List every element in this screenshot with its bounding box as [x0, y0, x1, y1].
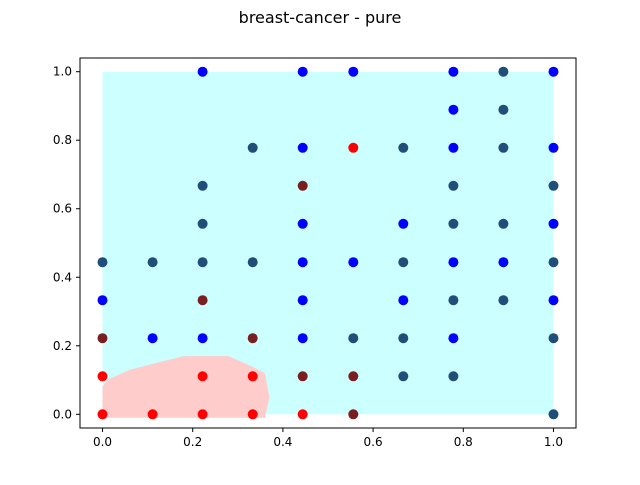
- point-s3-8: [348, 142, 359, 153]
- point-s1-21: [548, 218, 559, 229]
- point-s0-18: [498, 142, 509, 153]
- chart-title: breast-cancer - pure: [238, 8, 402, 27]
- point-s1-15: [448, 257, 459, 268]
- point-s2-0: [97, 333, 108, 344]
- point-s0-3: [247, 257, 258, 268]
- point-s0-2: [197, 257, 208, 268]
- point-s0-15: [448, 180, 459, 191]
- x-tick-label-1: 0.2: [183, 435, 202, 449]
- x-tick-label-0: 0.0: [93, 435, 112, 449]
- x-tick-label-2: 0.4: [273, 435, 292, 449]
- point-s0-16: [498, 295, 509, 306]
- point-s0-23: [548, 257, 559, 268]
- point-s0-8: [398, 371, 409, 382]
- point-s2-5: [348, 371, 359, 382]
- point-s1-9: [297, 66, 308, 77]
- point-s0-24: [548, 180, 559, 191]
- point-s0-11: [398, 142, 409, 153]
- point-s1-3: [197, 66, 208, 77]
- point-s1-16: [448, 142, 459, 153]
- point-s0-21: [548, 409, 559, 420]
- data-points: [97, 66, 559, 420]
- point-s2-6: [348, 409, 359, 420]
- point-s0-1: [147, 257, 158, 268]
- point-s0-19: [498, 104, 509, 115]
- point-s1-23: [548, 66, 559, 77]
- point-s1-18: [448, 66, 459, 77]
- point-s0-5: [197, 180, 208, 191]
- decision-regions: [102, 71, 554, 418]
- x-tick-label-3: 0.6: [364, 435, 383, 449]
- point-s2-4: [297, 180, 308, 191]
- axes-frame: [79, 57, 577, 429]
- point-s1-8: [297, 142, 308, 153]
- point-s0-10: [398, 257, 409, 268]
- point-s0-17: [498, 218, 509, 229]
- point-s3-0: [97, 409, 108, 420]
- y-tick-label-2: 0.4: [53, 270, 72, 284]
- y-tick-label-1: 0.2: [53, 339, 72, 353]
- x-axis: 0.0 0.2 0.4 0.6 0.8 1.0: [93, 428, 563, 449]
- x-tick-label-4: 0.8: [454, 435, 473, 449]
- point-s0-7: [348, 333, 359, 344]
- point-s2-1: [197, 295, 208, 306]
- point-s1-0: [97, 295, 108, 306]
- y-tick-label-0: 0.0: [53, 407, 72, 421]
- point-s3-4: [197, 371, 208, 382]
- region-1: [102, 356, 270, 418]
- point-s0-9: [398, 333, 409, 344]
- point-s1-13: [398, 218, 409, 229]
- point-s3-6: [247, 371, 258, 382]
- y-tick-label-4: 0.8: [53, 133, 72, 147]
- point-s1-22: [548, 142, 559, 153]
- y-axis: 0.0 0.2 0.4 0.6 0.8 1.0: [53, 65, 80, 421]
- point-s1-5: [297, 295, 308, 306]
- point-s0-0: [97, 257, 108, 268]
- point-s1-14: [448, 333, 459, 344]
- point-s2-3: [297, 371, 308, 382]
- point-s1-10: [348, 257, 359, 268]
- point-s3-3: [197, 409, 208, 420]
- point-s1-4: [297, 333, 308, 344]
- point-s0-6: [247, 142, 258, 153]
- point-s3-7: [297, 409, 308, 420]
- point-s1-17: [448, 104, 459, 115]
- y-tick-label-3: 0.6: [53, 202, 72, 216]
- y-tick-label-5: 1.0: [53, 65, 72, 79]
- x-tick-label-5: 1.0: [544, 435, 563, 449]
- point-s0-22: [548, 333, 559, 344]
- point-s1-12: [398, 295, 409, 306]
- point-s0-13: [448, 295, 459, 306]
- point-s0-14: [448, 218, 459, 229]
- point-s1-7: [297, 218, 308, 229]
- point-s1-6: [297, 257, 308, 268]
- point-s3-1: [97, 371, 108, 382]
- point-s3-5: [247, 409, 258, 420]
- region-0: [102, 71, 554, 415]
- point-s0-12: [448, 371, 459, 382]
- point-s1-2: [197, 333, 208, 344]
- point-s1-19: [498, 257, 509, 268]
- point-s0-4: [197, 218, 208, 229]
- point-s1-11: [348, 66, 359, 77]
- point-s1-20: [548, 295, 559, 306]
- point-s3-2: [147, 409, 158, 420]
- point-s2-2: [247, 333, 258, 344]
- point-s1-1: [147, 333, 158, 344]
- point-s0-20: [498, 66, 509, 77]
